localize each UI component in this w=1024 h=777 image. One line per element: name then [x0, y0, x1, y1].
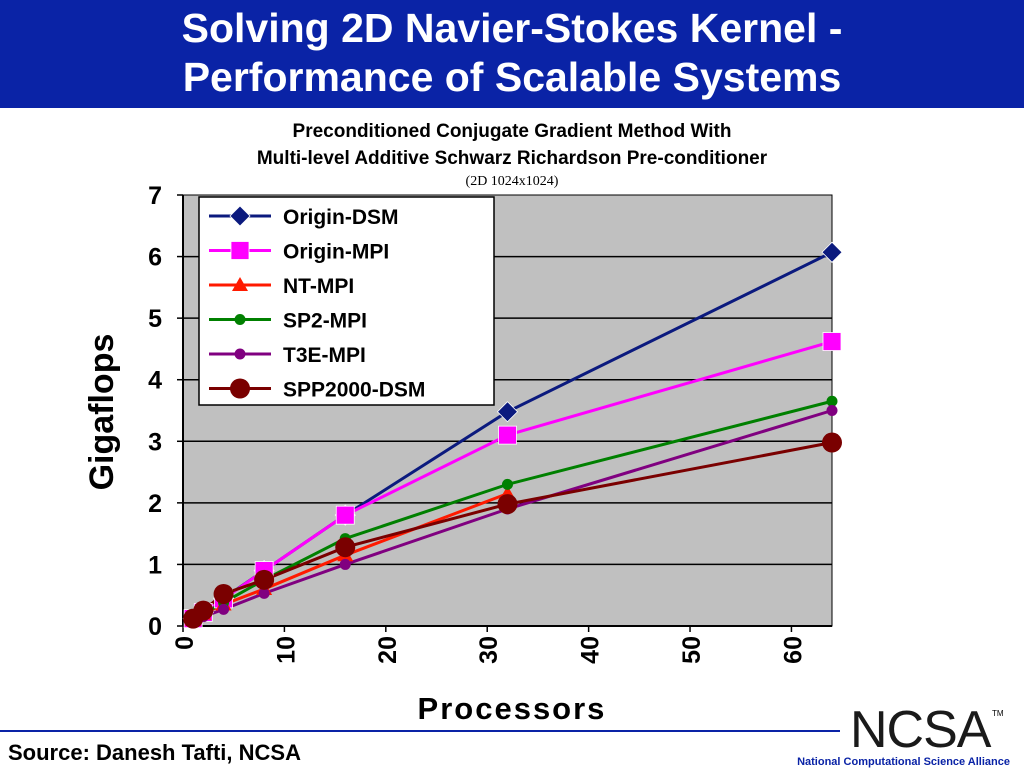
y-tick-label: 5 — [148, 305, 162, 333]
chart-legend — [198, 196, 495, 406]
y-tick-label: 3 — [148, 428, 162, 456]
data-point — [498, 425, 517, 445]
org-name: National Computational Science Alliance — [797, 756, 1010, 768]
data-point — [339, 558, 351, 570]
data-point — [496, 401, 519, 423]
x-tick-label: 40 — [577, 636, 605, 664]
y-tick-label: 1 — [148, 551, 162, 579]
chart-subtitle-line1: Preconditioned Conjugate Gradient Method… — [292, 121, 732, 142]
data-point — [213, 583, 234, 604]
legend-entry: NT-MPI — [283, 275, 354, 298]
data-point — [822, 432, 842, 453]
x-tick-label: 50 — [678, 636, 706, 664]
slide-title-line2: Performance of Scalable Systems — [182, 54, 842, 100]
legend-swatch-marker — [230, 378, 250, 399]
data-point — [258, 587, 270, 599]
y-tick-label: 7 — [148, 182, 162, 210]
title-bar: Solving 2D Navier-Stokes Kernel - Perfor… — [0, 0, 1024, 108]
x-tick-label: 20 — [374, 636, 402, 664]
legend-swatch-marker — [232, 277, 248, 291]
legend-entry: Origin-MPI — [283, 241, 389, 264]
ncsa-logo-trademark: TM — [992, 709, 1004, 718]
data-point — [826, 405, 838, 416]
legend-entry: SP2-MPI — [283, 310, 367, 333]
data-point — [218, 603, 230, 615]
data-point — [193, 600, 214, 621]
x-tick-label: 30 — [475, 636, 503, 664]
data-point — [254, 569, 275, 590]
data-point — [335, 505, 355, 525]
data-point — [335, 537, 356, 558]
legend-swatch-marker — [234, 314, 246, 325]
x-tick-label: 60 — [779, 636, 807, 664]
slide-title-line1: Solving 2D Navier-Stokes Kernel - — [181, 5, 843, 51]
data-point — [821, 241, 843, 263]
y-tick-label: 4 — [148, 367, 162, 395]
legend-swatch-marker — [234, 348, 246, 360]
legend-swatch-marker — [230, 241, 250, 260]
x-tick-label: 0 — [171, 636, 199, 650]
data-point — [826, 395, 838, 407]
x-axis-label: Processors — [418, 691, 607, 726]
legend-entry: Origin-DSM — [283, 206, 399, 229]
chart-subtitle-line2: Multi-level Additive Schwarz Richardson … — [256, 148, 768, 169]
chart-subtitle-note: (2D 1024x1024) — [465, 174, 559, 189]
data-point — [502, 478, 513, 490]
data-point — [822, 332, 842, 351]
y-tick-label: 2 — [148, 490, 162, 518]
y-tick-label: 0 — [148, 613, 162, 641]
source-credit: Source: Danesh Tafti, NCSA — [8, 740, 301, 765]
x-tick-label: 10 — [272, 636, 300, 664]
legend-entry: SPP2000-DSM — [283, 379, 425, 402]
y-axis-label: Gigaflops — [83, 334, 121, 491]
legend-swatch-marker — [229, 205, 251, 227]
data-point — [497, 494, 518, 515]
y-tick-label: 6 — [148, 244, 162, 272]
ncsa-logo: NCSA — [850, 701, 991, 759]
footer-divider — [0, 730, 840, 732]
legend-entry: T3E-MPI — [283, 344, 366, 367]
